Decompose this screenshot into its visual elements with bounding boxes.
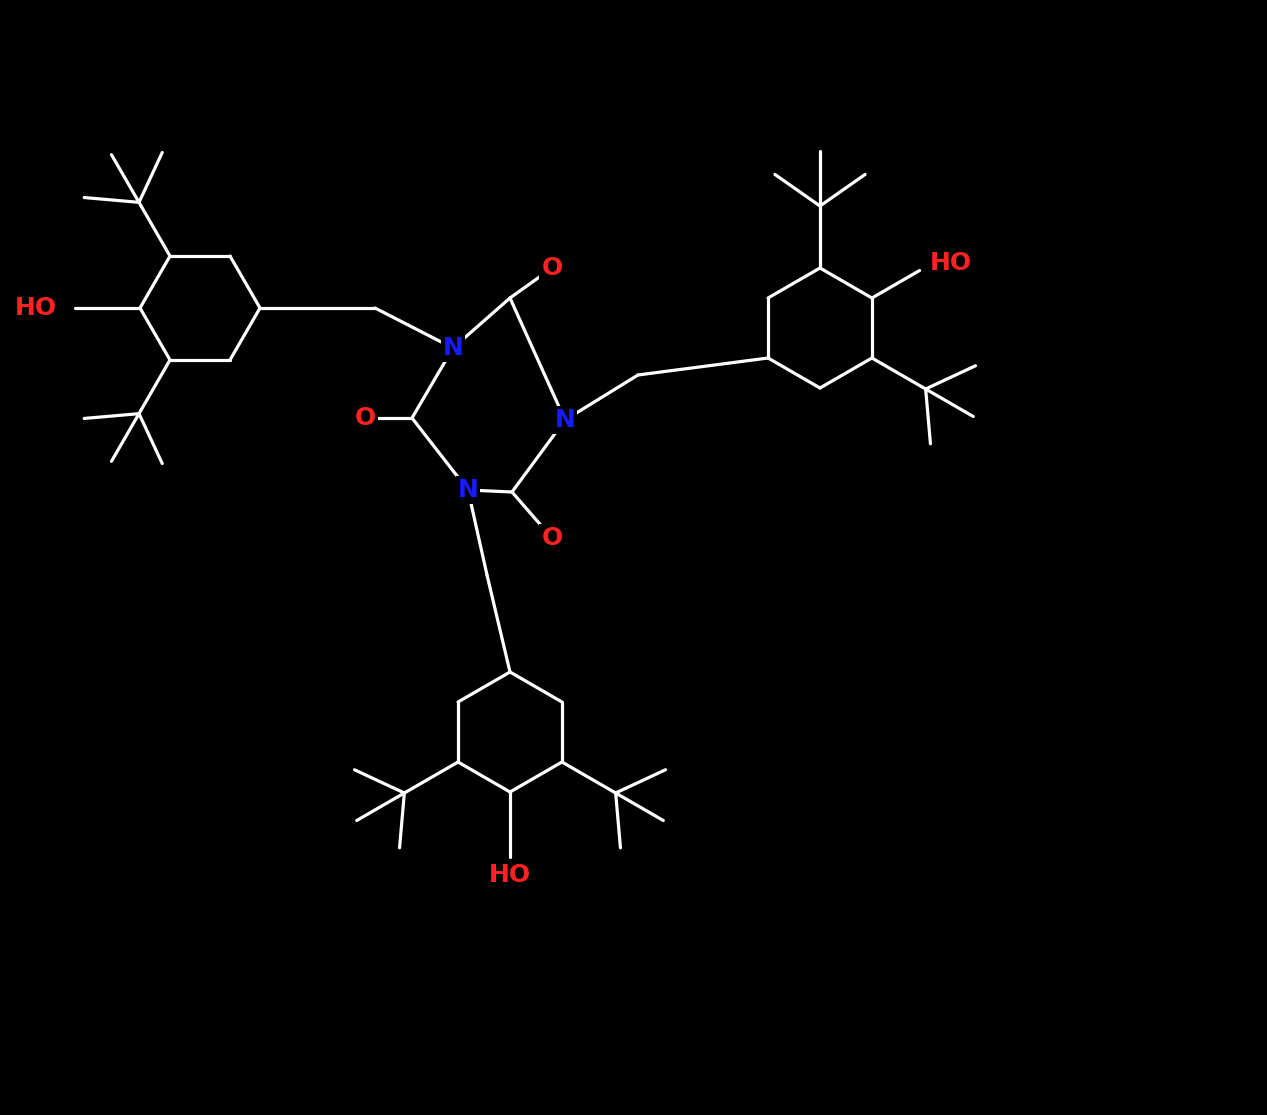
Text: O: O (541, 526, 563, 550)
Text: N: N (442, 336, 464, 360)
Text: N: N (457, 478, 479, 502)
Text: O: O (355, 406, 375, 430)
Text: O: O (541, 256, 563, 280)
Text: N: N (555, 408, 575, 432)
Text: HO: HO (15, 295, 57, 320)
Text: HO: HO (489, 863, 531, 888)
Text: HO: HO (930, 251, 972, 274)
